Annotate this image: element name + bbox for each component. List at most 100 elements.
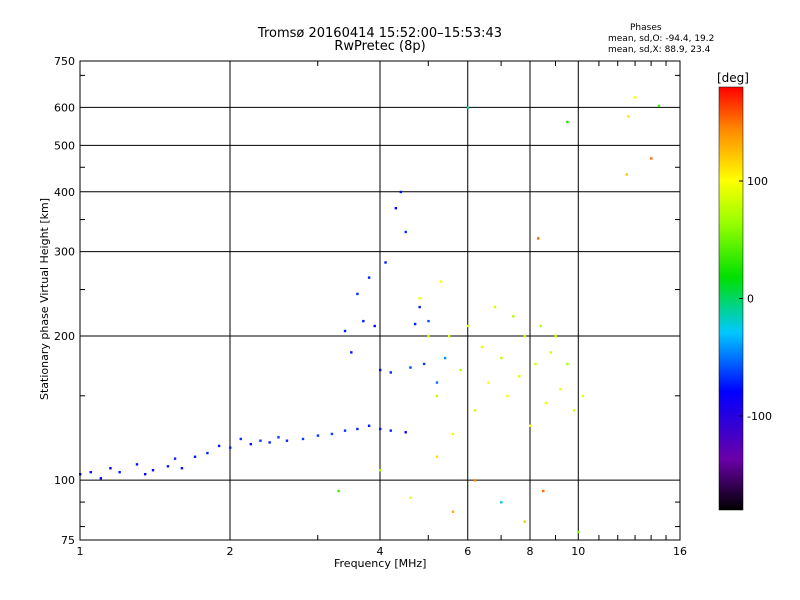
colorbar-unit-label: [deg] [717,71,749,85]
scatter-point [427,334,430,338]
scatter-point [268,441,271,444]
scatter-point [572,409,576,412]
scatter-point [367,276,371,279]
x-tick-label: 8 [527,545,534,558]
scatter-point [500,356,503,360]
grid [80,61,680,540]
phases-mean-o: mean, sd,O: -94.4, 19.2 [608,34,715,44]
scatter-point [316,434,320,437]
scatter-point [487,381,490,384]
y-tick-label: 500 [54,139,75,152]
scatter-point [566,120,569,124]
colorbar-ticks: 100 0 -100 [739,175,772,423]
data-points [79,96,661,534]
y-tick-label: 200 [54,330,75,343]
scatter-point [389,371,392,374]
scatter-point [523,520,526,523]
scatter-point [217,444,221,448]
scatter-point [143,473,147,476]
phases-mean-x: mean, sd,X: 88.9, 23.4 [608,45,711,55]
scatter-point [373,324,376,328]
scatter-point [99,477,103,480]
scatter-point [337,489,340,493]
scatter-point [500,501,503,504]
scatter-point [473,409,477,412]
scatter-point [554,334,557,338]
y-tick-label: 750 [54,55,75,68]
scatter-point [118,470,121,474]
scatter-point [443,356,447,360]
scatter-point [356,427,359,431]
scatter-point [285,439,289,442]
scatter-point [180,467,184,470]
scatter-point [523,334,526,338]
scatter-point [356,292,359,296]
scatter-point [459,368,462,372]
scatter-point [394,206,398,210]
scatter-point [435,455,439,458]
scatter-point [657,104,661,108]
scatter-point [413,322,417,326]
scatter-point [249,442,253,446]
scatter-point [581,394,584,398]
scatter-point [559,387,562,391]
y-tick-label: 100 [54,474,75,487]
scatter-point [418,305,421,309]
scatter-point [517,374,521,378]
y-tick-label: 300 [54,246,75,259]
scatter-point [534,362,537,366]
scatter-point [627,115,630,118]
y-tick-label: 75 [61,534,75,547]
x-tick-label: 16 [673,545,687,558]
scatter-point [239,437,242,441]
scatter-point [466,324,470,328]
scatter-point [259,439,262,442]
x-tick-label: 10 [571,545,585,558]
scatter-point [109,467,112,470]
chart-subtitle: RwPretec (8p) [334,39,426,54]
scatter-point [362,319,365,323]
scatter-point [493,305,497,309]
scatter-point [409,496,412,499]
y-axis-label: Stationary phase Virtual Height [km] [38,198,51,400]
y-tick-label: 400 [54,186,75,199]
scatter-point [650,157,653,160]
scatter-point [549,351,553,354]
x-tick-label: 4 [377,545,384,558]
scatter-point [151,469,155,472]
plot-frame [79,60,681,541]
scatter-point [404,230,407,234]
axis-ticks: 1 2 4 6 8 10 16 75 100 200 300 400 500 600 750 [54,55,687,558]
scatter-point [529,424,532,427]
scatter-point [473,479,477,482]
scatter-point [542,489,545,493]
scatter-point [350,351,353,354]
scatter-point [536,237,540,240]
colorbar-tick-label: -100 [747,410,772,423]
x-tick-label: 2 [227,545,234,558]
colorbar-tick-label: 0 [747,293,754,306]
scatter-point [301,437,305,441]
scatter-point [422,362,426,366]
scatter-point [447,334,451,338]
scatter-point [577,530,580,534]
scatter-point [193,455,197,458]
scatter-point [544,401,548,405]
x-axis-label: Frequency [MHz] [334,557,426,570]
scatter-point [625,173,628,176]
scatter-point [435,394,439,398]
x-tick-label: 6 [464,545,471,558]
y-tick-label: 600 [54,101,75,114]
scatter-point [379,427,382,431]
scatter-point [439,280,443,283]
scatter-point [89,470,92,474]
scatter-point [435,381,439,384]
scatter-point [367,424,371,427]
scatter-point [330,432,334,436]
x-tick-label: 1 [77,545,84,558]
scatter-point [466,106,470,109]
scatter-point [418,297,421,300]
scatter-point [384,261,387,264]
phases-title: Phases [630,23,662,33]
